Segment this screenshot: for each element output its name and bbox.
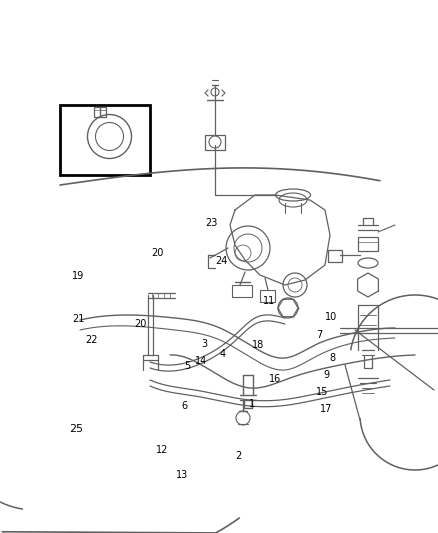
Text: 20: 20 [152, 248, 164, 258]
Text: 25: 25 [70, 424, 84, 434]
Bar [328, 250, 342, 262]
Text: 16: 16 [269, 375, 281, 384]
Bar [93, 107, 106, 117]
Text: 11: 11 [263, 296, 276, 306]
Text: 18: 18 [252, 341, 265, 350]
Text: 21: 21 [72, 314, 84, 324]
Text: 9: 9 [323, 370, 329, 379]
Text: 22: 22 [86, 335, 98, 345]
Bar [232, 285, 252, 297]
Text: 17: 17 [320, 405, 332, 414]
Text: 14: 14 [195, 356, 208, 366]
Text: 24: 24 [215, 256, 227, 266]
Text: 4: 4 [219, 350, 226, 359]
Text: 15: 15 [316, 387, 328, 397]
Bar [60, 105, 150, 175]
Text: 20: 20 [134, 319, 146, 329]
Text: 3: 3 [201, 339, 207, 349]
Text: 5: 5 [184, 361, 191, 371]
Text: 13: 13 [176, 471, 188, 480]
Text: 10: 10 [325, 312, 337, 321]
Bar [260, 290, 275, 302]
Text: 12: 12 [156, 446, 168, 455]
Text: 7: 7 [317, 330, 323, 340]
Text: 1: 1 [249, 399, 255, 409]
Bar [358, 237, 378, 251]
Text: 8: 8 [330, 353, 336, 363]
Text: 6: 6 [181, 401, 187, 411]
Text: 2: 2 [236, 451, 242, 461]
Text: 19: 19 [72, 271, 84, 281]
Text: 23: 23 [205, 218, 218, 228]
Bar [205, 135, 225, 150]
